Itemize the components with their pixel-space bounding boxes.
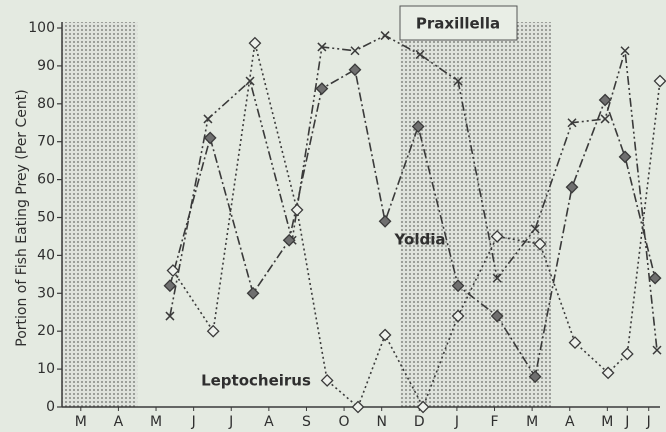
y-tick-label: 60	[37, 172, 55, 188]
marker	[290, 203, 304, 217]
x-tick-label: D	[414, 414, 425, 430]
marker	[315, 82, 329, 96]
marker	[351, 400, 365, 414]
marker	[380, 31, 390, 41]
marker	[378, 214, 392, 228]
y-tick-label: 0	[46, 399, 55, 415]
marker	[618, 150, 632, 164]
x-tick-label: M	[150, 414, 162, 430]
x-tick-label: A	[565, 414, 575, 430]
x-tick-label: J	[228, 414, 233, 430]
series-label: Praxillella	[416, 15, 500, 33]
marker	[490, 309, 504, 323]
x-tick-label: F	[490, 414, 498, 430]
x-tick-label: J	[454, 414, 459, 430]
y-tick-label: 80	[37, 96, 55, 112]
marker	[246, 286, 260, 300]
marker	[533, 237, 547, 251]
x-tick-label: N	[376, 414, 386, 430]
series-label: Leptocheirus	[201, 372, 311, 390]
marker	[565, 180, 579, 194]
marker	[248, 36, 262, 50]
marker	[165, 311, 175, 321]
x-tick-label: M	[75, 414, 87, 430]
marker	[601, 366, 615, 380]
y-tick-label: 100	[28, 20, 55, 36]
marker	[600, 114, 610, 124]
marker	[203, 114, 213, 124]
label-box	[399, 5, 518, 41]
marker	[451, 279, 465, 293]
x-tick-label: J	[624, 414, 629, 430]
marker	[203, 131, 217, 145]
marker	[528, 370, 542, 384]
y-tick-label: 40	[37, 247, 55, 263]
series-line	[172, 42, 661, 409]
x-tick-label: O	[339, 414, 350, 430]
marker	[350, 46, 360, 56]
marker	[206, 324, 220, 338]
marker	[282, 233, 296, 247]
shaded-period	[400, 22, 551, 407]
x-tick-label: A	[114, 414, 124, 430]
y-tick-label: 90	[37, 58, 55, 74]
marker	[453, 76, 463, 86]
marker	[166, 264, 180, 277]
marker	[411, 120, 425, 133]
series-label: Yoldia	[394, 231, 446, 249]
marker	[620, 46, 630, 56]
marker	[163, 279, 177, 293]
marker	[492, 273, 502, 283]
x-tick-label: J	[191, 414, 196, 430]
marker	[653, 74, 666, 88]
marker	[416, 400, 430, 414]
marker	[317, 42, 327, 52]
marker	[652, 345, 662, 355]
marker	[530, 224, 540, 234]
y-tick-label: 70	[37, 134, 55, 150]
marker	[490, 230, 504, 243]
y-tick-label: 50	[37, 210, 55, 226]
marker	[567, 118, 577, 128]
shaded-period	[62, 22, 138, 407]
marker	[415, 49, 425, 60]
marker	[598, 93, 612, 107]
x-tick-label: S	[302, 414, 311, 430]
marker	[648, 271, 662, 285]
series-line	[169, 68, 656, 379]
series-line	[169, 34, 658, 351]
y-tick-label: 10	[37, 361, 55, 377]
y-axis-label: Portion of Fish Eating Prey (Per Cent)	[14, 89, 30, 346]
x-tick-label: M	[601, 414, 613, 430]
marker	[348, 63, 362, 77]
marker	[320, 374, 334, 387]
marker	[620, 347, 634, 361]
x-tick-label: J	[646, 414, 651, 430]
marker	[451, 309, 465, 323]
y-tick-label: 20	[37, 323, 55, 339]
x-tick-label: A	[264, 414, 274, 430]
y-tick-label: 30	[37, 285, 55, 301]
marker	[568, 336, 582, 349]
x-tick-label: M	[526, 414, 538, 430]
marker	[378, 328, 392, 342]
